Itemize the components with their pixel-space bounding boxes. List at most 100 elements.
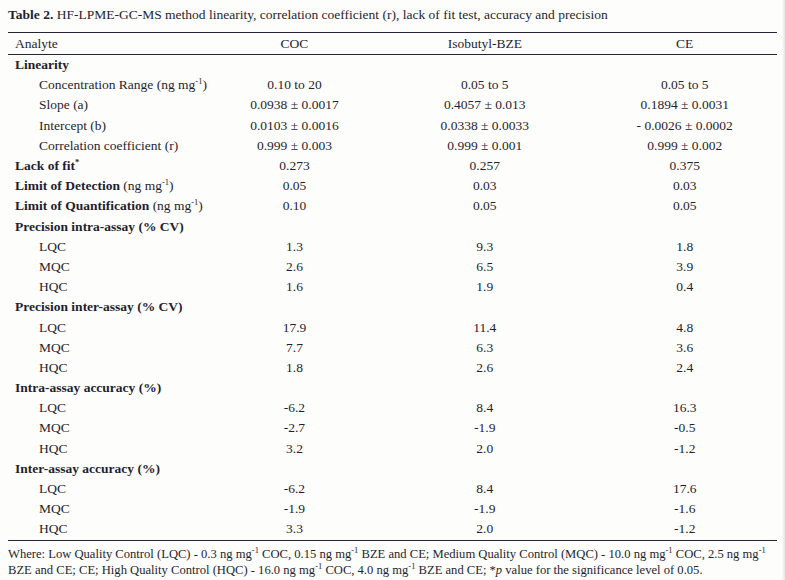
row-value: 0.03 xyxy=(377,176,592,196)
row-label: Precision intra-assay (% CV) xyxy=(8,217,212,237)
row-value: 0.4 xyxy=(592,277,777,297)
table-footnote: Where: Low Quality Control (LQC) - 0.3 n… xyxy=(8,546,777,578)
row-value: 7.7 xyxy=(212,338,377,358)
row-value: 6.5 xyxy=(377,257,592,277)
row-label: MQC xyxy=(8,499,212,519)
row-value xyxy=(592,217,777,237)
row-value: 0.05 to 5 xyxy=(377,75,592,95)
row-label: Correlation coefficient (r) xyxy=(8,136,212,156)
table-row-linearity-section: Linearity xyxy=(8,55,777,76)
row-value: 0.05 xyxy=(212,176,377,196)
row-value: -1.9 xyxy=(377,499,592,519)
table-row-precision-intra-hqc: HQC1.61.90.4 xyxy=(8,277,777,297)
row-value xyxy=(377,217,592,237)
row-value: -1.9 xyxy=(377,418,592,438)
row-value: 2.6 xyxy=(212,257,377,277)
row-label: LQC xyxy=(8,398,212,418)
row-label: Inter-assay accuracy (%) xyxy=(8,459,212,479)
table-row-precision-inter-lqc: LQC17.911.44.8 xyxy=(8,317,777,337)
table-row-precision-intra-mqc: MQC2.66.53.9 xyxy=(8,257,777,277)
row-value: 1.6 xyxy=(212,277,377,297)
row-value: 3.3 xyxy=(212,519,377,540)
row-value: 1.8 xyxy=(592,237,777,257)
row-label: Intercept (b) xyxy=(8,116,212,136)
row-value: 0.03 xyxy=(592,176,777,196)
row-label: Intra-assay accuracy (%) xyxy=(8,378,212,398)
table-row-intra-accuracy-lqc: LQC-6.28.416.3 xyxy=(8,398,777,418)
row-label: LQC xyxy=(8,317,212,337)
table-row-intercept: Intercept (b)0.0103 ± 0.00160.0338 ± 0.0… xyxy=(8,116,777,136)
row-value: -6.2 xyxy=(212,479,377,499)
row-value xyxy=(592,55,777,76)
row-value: 2.0 xyxy=(377,519,592,540)
row-value: 2.6 xyxy=(377,358,592,378)
row-value: 1.9 xyxy=(377,277,592,297)
row-value: 0.05 xyxy=(592,196,777,216)
table-row-slope: Slope (a)0.0938 ± 0.00170.4057 ± 0.0130.… xyxy=(8,95,777,115)
row-label: HQC xyxy=(8,358,212,378)
row-value: 2.0 xyxy=(377,439,592,459)
row-label: HQC xyxy=(8,439,212,459)
row-value xyxy=(212,297,377,317)
table-header: Analyte COC Isobutyl-BZE CE xyxy=(8,33,777,55)
row-value xyxy=(212,459,377,479)
row-value: 17.6 xyxy=(592,479,777,499)
row-value xyxy=(212,55,377,76)
row-value: 0.257 xyxy=(377,156,592,176)
row-label: HQC xyxy=(8,277,212,297)
row-value: 2.4 xyxy=(592,358,777,378)
table-row-precision-intra-assay-section: Precision intra-assay (% CV) xyxy=(8,217,777,237)
table-row-intra-assay-accuracy-section: Intra-assay accuracy (%) xyxy=(8,378,777,398)
row-label: MQC xyxy=(8,418,212,438)
row-value xyxy=(592,459,777,479)
table-row-inter-accuracy-lqc: LQC-6.28.417.6 xyxy=(8,479,777,499)
table-row-intra-accuracy-mqc: MQC-2.7-1.9-0.5 xyxy=(8,418,777,438)
row-value: 8.4 xyxy=(377,479,592,499)
table-number: Table 2. xyxy=(8,7,53,22)
row-value: 0.10 xyxy=(212,196,377,216)
row-value xyxy=(377,55,592,76)
row-label: Linearity xyxy=(8,55,212,76)
row-label: Slope (a) xyxy=(8,95,212,115)
row-value: 6.3 xyxy=(377,338,592,358)
row-value: -1.9 xyxy=(212,499,377,519)
scanned-paper-page: Table 2. HF-LPME-GC-MS method linearity,… xyxy=(0,0,785,580)
table-row-inter-accuracy-hqc: HQC3.32.0-1.2 xyxy=(8,519,777,540)
table-caption: Table 2. HF-LPME-GC-MS method linearity,… xyxy=(8,6,777,23)
row-label: Limit of Detection (ng mg-1) xyxy=(8,176,212,196)
row-value: 0.375 xyxy=(592,156,777,176)
table-row-inter-accuracy-mqc: MQC-1.9-1.9-1.6 xyxy=(8,499,777,519)
row-label: LQC xyxy=(8,237,212,257)
table-row-correlation-coefficient: Correlation coefficient (r)0.999 ± 0.003… xyxy=(8,136,777,156)
row-label: Precision inter-assay (% CV) xyxy=(8,297,212,317)
row-value: 0.05 to 5 xyxy=(592,75,777,95)
row-value: -6.2 xyxy=(212,398,377,418)
row-label: Limit of Quantification (ng mg-1) xyxy=(8,196,212,216)
row-value: 0.0938 ± 0.0017 xyxy=(212,95,377,115)
row-label: MQC xyxy=(8,257,212,277)
table-row-limit-of-quantification: Limit of Quantification (ng mg-1)0.100.0… xyxy=(8,196,777,216)
row-value: - 0.0026 ± 0.0002 xyxy=(592,116,777,136)
row-value: 8.4 xyxy=(377,398,592,418)
table-row-intra-accuracy-hqc: HQC3.22.0-1.2 xyxy=(8,439,777,459)
row-value: -1.6 xyxy=(592,499,777,519)
row-value xyxy=(377,297,592,317)
row-label: MQC xyxy=(8,338,212,358)
table-row-limit-of-detection: Limit of Detection (ng mg-1)0.050.030.03 xyxy=(8,176,777,196)
row-label: Lack of fit* xyxy=(8,156,212,176)
row-value: 0.0103 ± 0.0016 xyxy=(212,116,377,136)
row-value: -0.5 xyxy=(592,418,777,438)
row-value: 17.9 xyxy=(212,317,377,337)
column-header-coc: COC xyxy=(212,33,377,55)
row-value xyxy=(377,459,592,479)
row-value: 16.3 xyxy=(592,398,777,418)
row-value: 0.0338 ± 0.0033 xyxy=(377,116,592,136)
row-value: 0.05 xyxy=(377,196,592,216)
row-label: LQC xyxy=(8,479,212,499)
row-value: 0.999 ± 0.002 xyxy=(592,136,777,156)
row-value: -1.2 xyxy=(592,519,777,540)
row-value: 0.999 ± 0.003 xyxy=(212,136,377,156)
row-label: Concentration Range (ng mg-1) xyxy=(8,75,212,95)
row-value: 1.3 xyxy=(212,237,377,257)
table-row-lack-of-fit: Lack of fit*0.2730.2570.375 xyxy=(8,156,777,176)
